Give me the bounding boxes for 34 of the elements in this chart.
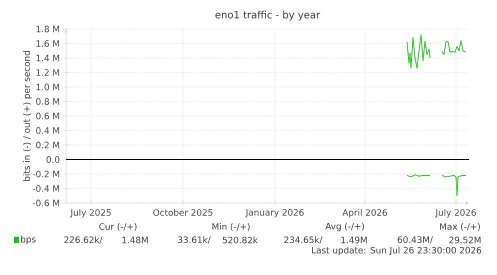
y-tick-label: 1.6 M	[36, 40, 60, 47]
y-tick-label: 1.8 M	[36, 26, 60, 32]
x-tick-label: October 2025	[153, 209, 212, 216]
x-tick-label: January 2026	[245, 209, 304, 218]
x-tick-label: April 2026	[342, 209, 388, 218]
x-tick-label: July 2025	[70, 209, 111, 218]
text: 226.62k/	[64, 236, 102, 244]
y-tick-label: 1.0 M	[36, 84, 60, 90]
y-axis-title: bits in (-) / out (+) per second	[23, 51, 32, 181]
y-tick-label: 0.4 M	[36, 127, 60, 134]
text: 29.52M	[449, 236, 481, 244]
text: 1.49M	[341, 236, 367, 244]
y-tick-label: 0.2 M	[36, 142, 60, 148]
text: Avg (-/+)	[325, 222, 364, 232]
y-tick-label: -0.6 M	[32, 200, 60, 206]
text: 1.48M	[122, 236, 148, 244]
text: Min (-/+)	[212, 223, 250, 231]
y-tick-label: 0.8 M	[36, 98, 60, 105]
y-tick-label: 1.4 M	[36, 54, 60, 62]
text: 60.43M/	[398, 236, 433, 244]
text: Cur (-/+)	[99, 223, 136, 231]
y-tick-label: 0.0	[46, 156, 60, 163]
chart-title: eno1 traffic - by year	[215, 10, 320, 20]
x-tick-label: July 2026	[435, 209, 476, 218]
y-tick-label: 1.2 M	[36, 69, 60, 76]
y-tick-label: -0.4 M	[32, 185, 60, 192]
text: 33.61k/	[178, 236, 211, 244]
text: Last update: Sun Jul 26 23:30:00 2026	[312, 246, 482, 256]
legend-label: bps	[21, 236, 36, 244]
y-tick-label: 0.6 M	[36, 112, 60, 120]
text: Max (-/+)	[440, 223, 480, 231]
y-tick-label: -0.2 M	[32, 170, 60, 178]
text: 234.65k/	[284, 236, 322, 244]
text: 520.82k	[222, 236, 258, 244]
